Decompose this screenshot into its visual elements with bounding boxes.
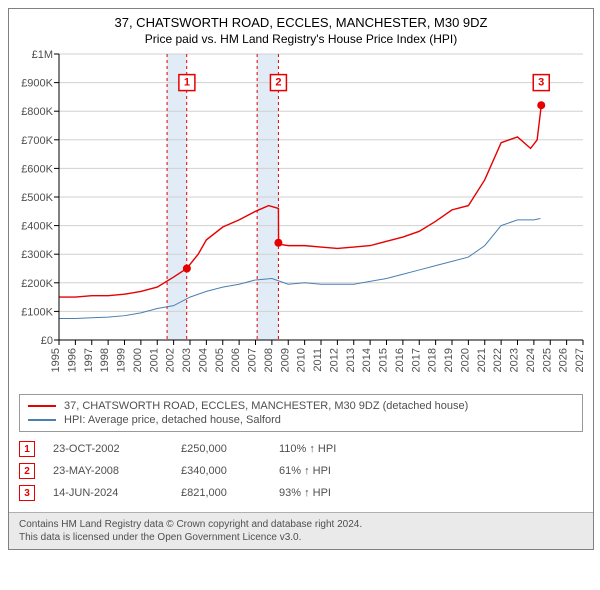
legend-label: 37, CHATSWORTH ROAD, ECCLES, MANCHESTER,… — [64, 400, 468, 412]
svg-text:2022: 2022 — [492, 348, 504, 372]
sale-pct: 93% ↑ HPI — [279, 487, 389, 499]
sale-price: £250,000 — [181, 443, 261, 455]
sale-row: 2 23-MAY-2008 £340,000 61% ↑ HPI — [19, 460, 583, 482]
svg-text:2002: 2002 — [165, 348, 177, 372]
svg-text:2024: 2024 — [525, 348, 537, 372]
titles: 37, CHATSWORTH ROAD, ECCLES, MANCHESTER,… — [9, 9, 593, 48]
legend-label: HPI: Average price, detached house, Salf… — [64, 414, 281, 426]
sale-pct: 110% ↑ HPI — [279, 443, 389, 455]
sale-date: 14-JUN-2024 — [53, 487, 163, 499]
legend-swatch — [28, 405, 56, 407]
svg-text:£400K: £400K — [21, 221, 53, 233]
svg-text:2018: 2018 — [427, 348, 439, 372]
footer-line1: Contains HM Land Registry data © Crown c… — [19, 518, 583, 531]
svg-text:£600K: £600K — [21, 163, 53, 175]
svg-text:£700K: £700K — [21, 135, 53, 147]
svg-text:2005: 2005 — [214, 348, 226, 372]
svg-text:2026: 2026 — [558, 348, 570, 372]
legend: 37, CHATSWORTH ROAD, ECCLES, MANCHESTER,… — [19, 394, 583, 432]
svg-text:1999: 1999 — [116, 348, 128, 372]
svg-text:£1M: £1M — [32, 49, 53, 61]
sale-price: £340,000 — [181, 465, 261, 477]
sale-pct: 61% ↑ HPI — [279, 465, 389, 477]
svg-text:2027: 2027 — [574, 348, 586, 372]
svg-text:£200K: £200K — [21, 278, 53, 290]
svg-text:1998: 1998 — [99, 348, 111, 372]
svg-text:2013: 2013 — [345, 348, 357, 372]
svg-text:2001: 2001 — [148, 348, 160, 372]
svg-text:£900K: £900K — [21, 78, 53, 90]
sale-price: £821,000 — [181, 487, 261, 499]
svg-text:2015: 2015 — [378, 348, 390, 372]
svg-text:2006: 2006 — [230, 348, 242, 372]
svg-text:1: 1 — [184, 77, 190, 89]
legend-swatch — [28, 419, 56, 421]
svg-text:2011: 2011 — [312, 348, 324, 372]
title-address: 37, CHATSWORTH ROAD, ECCLES, MANCHESTER,… — [13, 15, 589, 30]
chart-svg: £0 £100K £200K £300K £400K £500K £600K £700K £80… — [9, 48, 593, 388]
svg-text:2012: 2012 — [328, 348, 340, 372]
svg-text:2007: 2007 — [247, 348, 259, 372]
svg-text:2014: 2014 — [361, 348, 373, 372]
svg-text:2016: 2016 — [394, 348, 406, 372]
svg-text:2020: 2020 — [459, 348, 471, 372]
sale-row: 1 23-OCT-2002 £250,000 110% ↑ HPI — [19, 438, 583, 460]
title-sub: Price paid vs. HM Land Registry's House … — [13, 32, 589, 46]
sale-date: 23-OCT-2002 — [53, 443, 163, 455]
sale-marker-box: 1 — [19, 441, 35, 457]
footer-line2: This data is licensed under the Open Gov… — [19, 531, 583, 544]
svg-text:3: 3 — [538, 77, 544, 89]
svg-text:£0: £0 — [41, 335, 53, 347]
svg-text:£100K: £100K — [21, 306, 53, 318]
svg-text:2000: 2000 — [132, 348, 144, 372]
svg-text:2019: 2019 — [443, 348, 455, 372]
svg-text:£800K: £800K — [21, 106, 53, 118]
sale-row: 3 14-JUN-2024 £821,000 93% ↑ HPI — [19, 482, 583, 504]
legend-item: 37, CHATSWORTH ROAD, ECCLES, MANCHESTER,… — [28, 399, 574, 413]
svg-text:£500K: £500K — [21, 192, 53, 204]
svg-text:2023: 2023 — [509, 348, 521, 372]
chart-frame: 37, CHATSWORTH ROAD, ECCLES, MANCHESTER,… — [8, 8, 594, 550]
svg-text:2004: 2004 — [197, 348, 209, 372]
svg-text:2021: 2021 — [476, 348, 488, 372]
chart-plot: £0 £100K £200K £300K £400K £500K £600K £700K £80… — [9, 48, 593, 388]
legend-item: HPI: Average price, detached house, Salf… — [28, 413, 574, 427]
svg-text:2003: 2003 — [181, 348, 193, 372]
sale-date: 23-MAY-2008 — [53, 465, 163, 477]
sale-marker-box: 2 — [19, 463, 35, 479]
svg-text:1995: 1995 — [50, 348, 62, 372]
svg-text:1997: 1997 — [83, 348, 95, 372]
svg-text:2017: 2017 — [410, 348, 422, 372]
svg-text:£300K: £300K — [21, 249, 53, 261]
svg-text:2009: 2009 — [279, 348, 291, 372]
footer: Contains HM Land Registry data © Crown c… — [9, 512, 593, 549]
sales-table: 1 23-OCT-2002 £250,000 110% ↑ HPI 2 23-MAY-20… — [19, 438, 583, 504]
svg-text:2: 2 — [275, 77, 281, 89]
svg-text:1996: 1996 — [66, 348, 78, 372]
sale-marker-box: 3 — [19, 485, 35, 501]
svg-text:2010: 2010 — [296, 348, 308, 372]
svg-text:2008: 2008 — [263, 348, 275, 372]
svg-text:2025: 2025 — [541, 348, 553, 372]
